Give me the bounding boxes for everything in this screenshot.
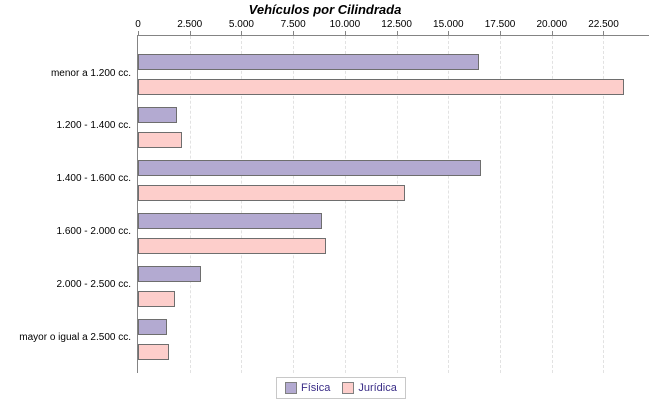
bar-fisica [138, 212, 323, 229]
category-label: 2.000 - 2.500 cc. [56, 279, 132, 291]
x-axis-tick-label: 22.500 [588, 19, 619, 30]
bar-juridica [138, 131, 183, 148]
gridline [448, 36, 450, 373]
x-axis-tick [500, 31, 502, 36]
category-label: 1.600 - 2.000 cc. [56, 226, 132, 238]
plot-area: 0 2.500 5.000 7.500 10.000 12.500 15.000 17.500… [135, 19, 649, 373]
x-axis-tick-label: 12.500 [381, 19, 412, 30]
gridline [603, 36, 605, 373]
bar-group [138, 318, 649, 360]
category-label: 1.400 - 1.600 cc. [56, 173, 132, 185]
bar-juridica [138, 237, 327, 254]
bar-juridica [138, 184, 405, 201]
bar-group [138, 54, 649, 95]
legend-swatch [285, 382, 297, 394]
category-label: menor a 1.200 cc. [50, 67, 131, 79]
x-axis-tick-label: 10.000 [329, 19, 361, 30]
x-axis-tick [189, 31, 191, 36]
bar-fisica [138, 318, 167, 335]
x-axis-tick-label: 17.500 [484, 19, 516, 30]
legend-swatch [342, 382, 355, 394]
gridline [344, 36, 346, 373]
legend: Física Jurídica [276, 377, 406, 399]
bar-group [138, 159, 649, 201]
bar-fisica [138, 265, 202, 282]
bar-group [138, 212, 649, 254]
bar-fisica [138, 159, 482, 176]
bar-fisica [138, 54, 480, 70]
legend-item: Física [285, 382, 330, 394]
legend-item: Jurídica [342, 382, 397, 394]
bar-group [138, 265, 649, 307]
x-axis-tick [551, 31, 553, 36]
bar-juridica [138, 343, 169, 360]
gridline [293, 36, 295, 373]
gridline [241, 36, 243, 373]
category-label: mayor o igual a 2.500 cc. [19, 332, 131, 343]
bar-juridica [138, 79, 625, 95]
x-axis-tick [603, 31, 605, 36]
x-axis-tick [396, 31, 398, 36]
gridline [551, 36, 553, 373]
x-axis-tick-label: 7.500 [280, 19, 306, 30]
x-axis-tick-label: 15.000 [433, 19, 464, 30]
legend-label: Jurídica [358, 382, 397, 394]
x-axis-tick-label: 20.000 [536, 19, 568, 30]
category-label: 1.200 - 1.400 cc. [56, 120, 132, 132]
x-axis-tick-label: 0 [135, 19, 141, 30]
x-axis-tick [448, 31, 450, 36]
x-axis-tick [293, 31, 295, 36]
legend-label: Física [301, 382, 331, 394]
bar-group [138, 106, 649, 148]
gridline [189, 36, 191, 373]
bar-fisica [138, 106, 178, 123]
x-axis-tick [344, 31, 346, 36]
x-axis-tick [241, 31, 243, 36]
x-axis-tick-label: 5.000 [228, 19, 254, 30]
gridline [396, 36, 398, 373]
x-axis-tick [138, 31, 139, 36]
bar-juridica [138, 290, 176, 307]
chart-title: Vehículos por Cilindrada [248, 2, 402, 17]
gridline [500, 36, 502, 373]
x-axis-tick-label: 2.500 [177, 19, 203, 30]
